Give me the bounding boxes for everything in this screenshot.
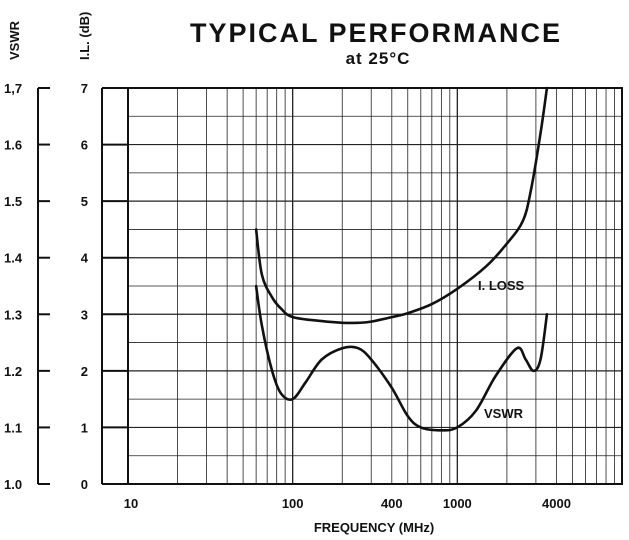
il-tick-label: 4 [81,251,89,266]
il-tick-label: 1 [81,420,88,435]
x-tick-label: 4000 [542,496,571,511]
il-tick-label: 6 [81,138,88,153]
il-tick-label: 2 [81,364,88,379]
il-tick-label: 3 [81,307,88,322]
vswr-tick-label: 1.1 [4,420,22,435]
vswr-axis: 1,7 1.6 1.5 1.4 1.3 1.2 1.1 1.0 [4,81,50,492]
chart-subtitle: at 25°C [346,49,411,68]
x-tick-label: 1000 [443,496,472,511]
il-axis: 7 6 5 4 3 2 1 0 [81,81,128,492]
chart-title: TYPICAL PERFORMANCE [190,18,562,48]
x-axis-label: FREQUENCY (MHz) [314,520,434,535]
series-label-vswr: VSWR [484,406,524,421]
series-label-iloss: I. LOSS [478,278,525,293]
y-right-axis-label: I.L. (dB) [77,12,92,60]
chart-grid [127,87,623,485]
il-tick-label: 7 [81,81,88,96]
plot-border [127,87,623,485]
vswr-tick-label: 1.5 [4,194,22,209]
x-tick-label: 400 [381,496,403,511]
frequency-axis: 10 100 400 1000 4000 [124,496,571,511]
vswr-tick-label: 1.4 [4,251,23,266]
vswr-tick-label: 1.6 [4,138,22,153]
x-tick-label: 100 [282,496,304,511]
x-tick-label: 10 [124,496,138,511]
il-tick-label: 5 [81,194,88,209]
vswr-tick-label: 1.3 [4,307,22,322]
y-left-axis-label: VSWR [7,20,22,60]
vswr-tick-label: 1.0 [4,477,22,492]
vswr-tick-label: 1.2 [4,364,22,379]
vswr-series-line [254,284,549,432]
il-tick-label: 0 [81,477,88,492]
vswr-tick-label: 1,7 [4,81,22,96]
series-lines [254,86,549,432]
iloss-series-line [254,86,549,325]
